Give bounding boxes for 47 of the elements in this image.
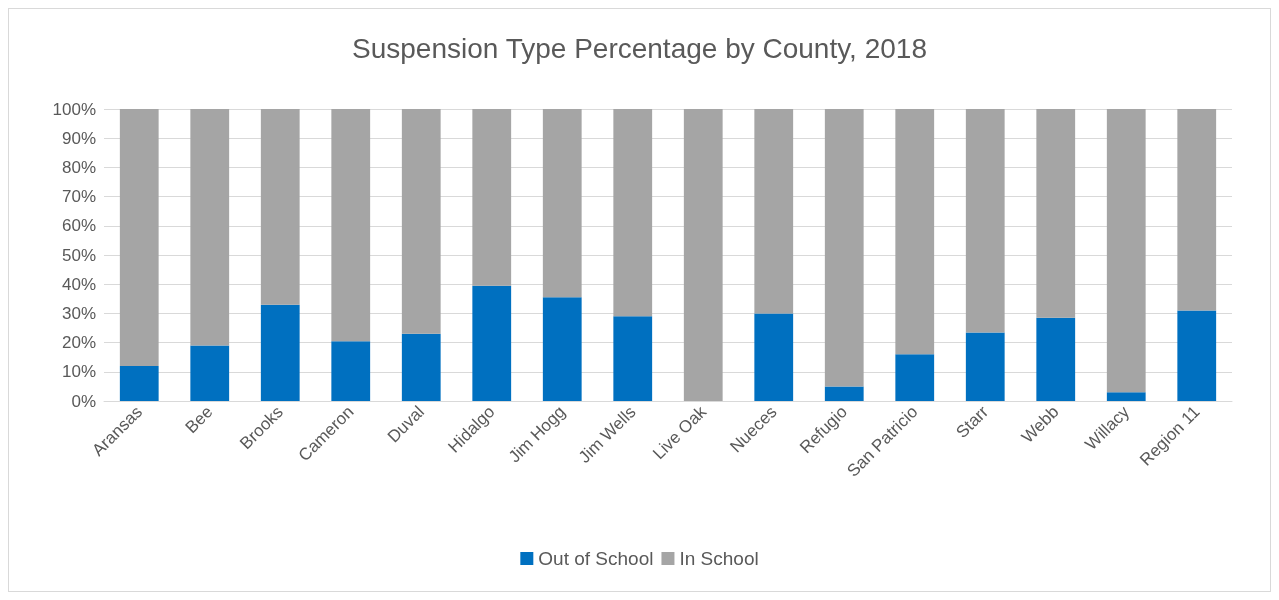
x-tick-label: Bee bbox=[181, 402, 217, 438]
bar bbox=[1177, 109, 1217, 311]
bar bbox=[1106, 109, 1146, 393]
y-tick-label: 0% bbox=[71, 391, 96, 411]
bar bbox=[401, 333, 441, 401]
bar bbox=[1177, 310, 1217, 401]
bar bbox=[190, 345, 230, 401]
bar bbox=[119, 365, 159, 401]
bar bbox=[1106, 392, 1146, 401]
y-tick-label: 100% bbox=[52, 99, 96, 119]
bar bbox=[331, 341, 371, 401]
bar bbox=[260, 304, 300, 401]
y-tick-label: 10% bbox=[61, 362, 96, 382]
bar bbox=[895, 109, 935, 355]
legend-label: In School bbox=[679, 548, 759, 569]
bar bbox=[1036, 317, 1076, 401]
y-tick-label: 90% bbox=[61, 128, 96, 148]
bar bbox=[401, 109, 441, 334]
bar bbox=[613, 109, 653, 317]
bar bbox=[1036, 109, 1076, 318]
bar bbox=[542, 297, 582, 401]
bar bbox=[965, 109, 1005, 333]
bar bbox=[119, 109, 159, 366]
y-tick-label: 70% bbox=[61, 187, 96, 207]
x-tick-label: Live Oak bbox=[649, 401, 711, 464]
bar bbox=[260, 109, 300, 305]
bar bbox=[824, 109, 864, 387]
bar bbox=[683, 109, 723, 401]
bar bbox=[965, 332, 1005, 401]
bar bbox=[190, 109, 230, 346]
y-tick-label: 80% bbox=[61, 157, 96, 177]
legend-label: Out of School bbox=[538, 548, 654, 569]
bar bbox=[754, 313, 794, 401]
y-tick-label: 30% bbox=[61, 303, 96, 323]
y-tick-label: 60% bbox=[61, 216, 96, 236]
y-tick-label: 40% bbox=[61, 274, 96, 294]
bar bbox=[472, 109, 512, 286]
bar bbox=[613, 316, 653, 401]
y-tick-label: 20% bbox=[61, 333, 96, 353]
bar bbox=[472, 285, 512, 401]
bar bbox=[542, 109, 582, 298]
bar bbox=[824, 386, 864, 401]
bar bbox=[895, 354, 935, 401]
chart-title: Suspension Type Percentage by County, 2018 bbox=[352, 32, 927, 64]
bar bbox=[331, 109, 371, 342]
bar bbox=[754, 109, 794, 314]
y-tick-label: 50% bbox=[61, 245, 96, 265]
